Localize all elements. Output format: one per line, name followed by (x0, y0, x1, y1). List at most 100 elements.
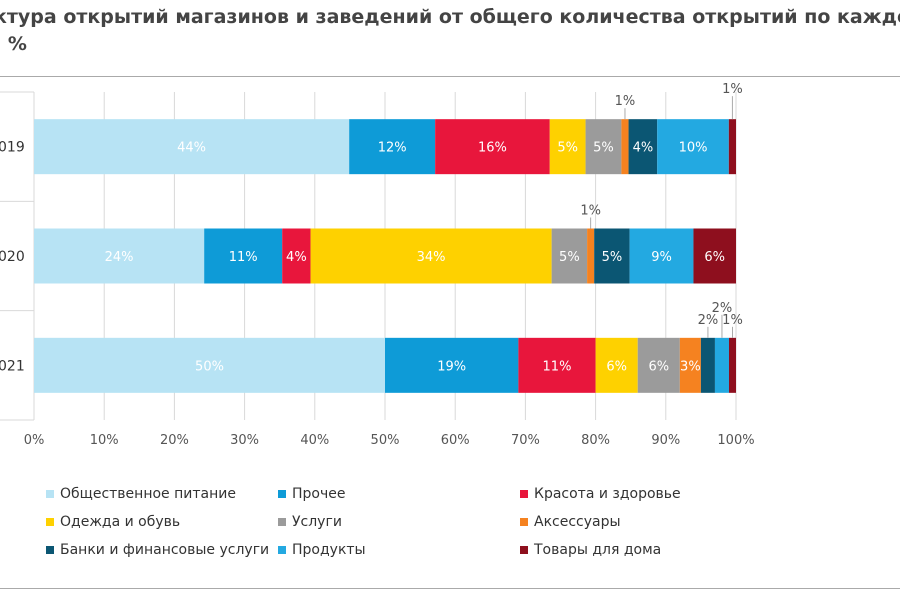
data-label: 44% (177, 141, 206, 156)
x-tick-label: 50% (371, 433, 400, 448)
data-label: 11% (229, 250, 258, 265)
data-label: 11% (543, 359, 572, 374)
bar-segment (594, 228, 630, 284)
legend-item: Банки и финансовые услуги (46, 542, 269, 558)
data-label: 5% (559, 250, 580, 265)
legend-swatch (46, 546, 54, 554)
data-label: 1% (615, 94, 636, 109)
bar-segment (728, 337, 736, 393)
bar-segment (728, 119, 736, 175)
bar-segment (585, 119, 622, 175)
data-label: 1% (580, 204, 601, 219)
bar-segment (204, 228, 283, 284)
data-label: 10% (679, 141, 708, 156)
x-tick-label: 10% (90, 433, 119, 448)
legend-label: Прочее (292, 486, 346, 502)
bar-segment (310, 228, 552, 284)
bar-segment (435, 119, 550, 175)
bar-segment (657, 119, 729, 175)
data-label: 5% (602, 250, 623, 265)
legend-label: Услуги (292, 514, 342, 530)
bar-segment (518, 337, 596, 393)
data-label: 2% (698, 313, 719, 328)
x-tick-label: 40% (300, 433, 329, 448)
bar-segment (679, 337, 701, 393)
legend-swatch (278, 490, 286, 498)
chart-title-line-1: ктура открытий магазинов и заведений от … (0, 6, 900, 28)
legend-label: Банки и финансовые услуги (60, 542, 270, 558)
x-tick-label: 80% (581, 433, 610, 448)
legend-label: Общественное питание (60, 486, 236, 502)
legend-item: Товары для дома (520, 542, 661, 558)
legend-swatch (520, 546, 528, 554)
data-label: 34% (417, 250, 446, 265)
bar-segment (349, 119, 436, 175)
category-label: 020 (0, 249, 25, 265)
legend-item: Одежда и обувь (46, 514, 180, 530)
title-divider (0, 76, 900, 77)
legend-item: Красота и здоровье (520, 486, 681, 502)
x-tick-label: 0% (24, 433, 45, 448)
bar-segment (693, 228, 736, 284)
category-label: 021 (0, 358, 25, 374)
data-label: 6% (606, 359, 627, 374)
legend-swatch (46, 490, 54, 498)
data-label: 19% (437, 359, 466, 374)
chart-title: ктура открытий магазинов и заведений от … (0, 4, 900, 58)
data-label: 4% (286, 250, 307, 265)
data-label: 3% (680, 359, 701, 374)
data-label: 2% (712, 301, 733, 316)
data-label: 12% (378, 141, 407, 156)
bar-segment (34, 228, 205, 284)
bottom-divider (0, 588, 900, 589)
bar-segment (629, 228, 694, 284)
x-tick-label: 20% (160, 433, 189, 448)
bar-segment (549, 119, 586, 175)
bar-segment (282, 228, 311, 284)
bar-segment (385, 337, 519, 393)
bar-segment (714, 337, 729, 393)
data-label: 5% (557, 141, 578, 156)
data-label: 16% (478, 141, 507, 156)
legend-label: Одежда и обувь (60, 514, 181, 530)
legend-swatch (278, 546, 286, 554)
bar-segment (637, 337, 680, 393)
stacked-bar-chart: 0% 10% 20% 30% 40% 50% 60% 70% 80% 90% 100% 019 020 0… (0, 82, 755, 448)
data-label: 24% (105, 250, 134, 265)
data-label: 1% (722, 313, 743, 328)
legend-label: Продукты (292, 542, 366, 558)
bar-segment (587, 228, 595, 284)
legend-item: Аксессуары (520, 514, 621, 530)
bar-segment (34, 337, 385, 393)
category-label: 019 (0, 140, 25, 156)
bar-segment (628, 119, 658, 175)
data-label: 50% (195, 359, 224, 374)
x-tick-label: 30% (230, 433, 259, 448)
legend-item: Общественное питание (46, 486, 236, 502)
legend-swatch (46, 518, 54, 526)
data-label: 5% (593, 141, 614, 156)
x-tick-label: 90% (651, 433, 680, 448)
legend-swatch (520, 490, 528, 498)
legend-item: Продукты (278, 542, 366, 558)
bar-segment (551, 228, 588, 284)
bar-segment (700, 337, 715, 393)
bar-segment (34, 119, 350, 175)
data-label: 4% (633, 141, 654, 156)
legend-label: Товары для дома (534, 542, 662, 558)
legend-swatch (278, 518, 286, 526)
bar-segment (621, 119, 629, 175)
x-tick-label: 60% (441, 433, 470, 448)
legend-swatch (520, 518, 528, 526)
x-tick-label: 100% (717, 433, 754, 448)
legend-label: Красота и здоровье (534, 486, 681, 502)
data-label: 6% (648, 359, 669, 374)
chart-title-line-2: , % (0, 33, 27, 55)
data-label: 6% (704, 250, 725, 265)
chart-legend: Общественное питание Прочее Красота и здор… (0, 480, 900, 580)
x-tick-label: 70% (511, 433, 540, 448)
legend-label: Аксессуары (534, 514, 621, 530)
legend-item: Услуги (278, 514, 342, 530)
data-label: 1% (722, 82, 743, 97)
legend-item: Прочее (278, 486, 345, 502)
